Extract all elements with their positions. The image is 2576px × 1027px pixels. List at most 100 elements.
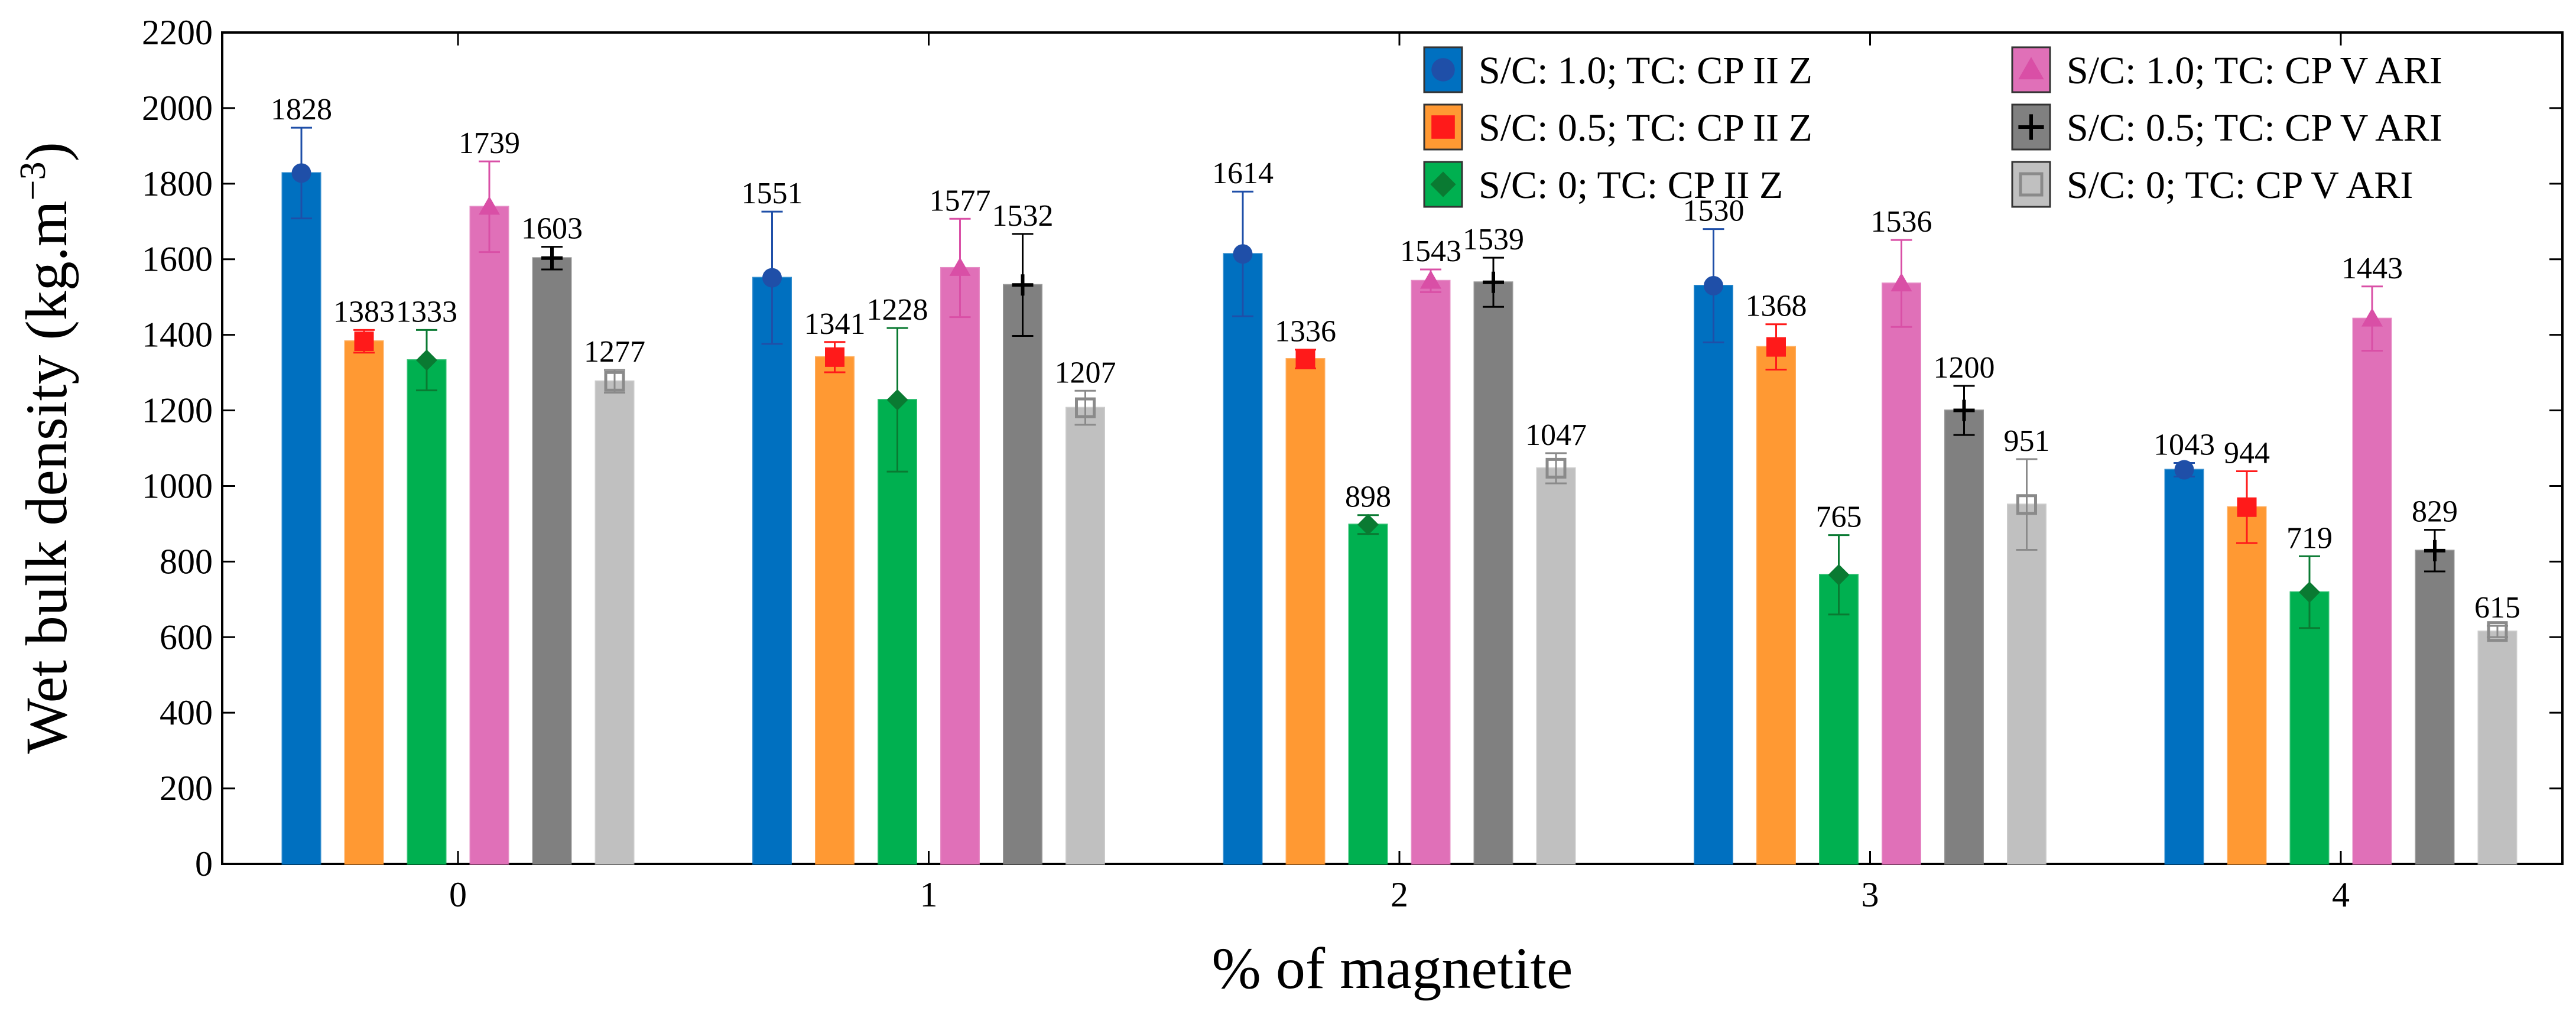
- bar: [1285, 358, 1326, 865]
- legend-label: S/C: 1.0; TC: CP V ARI: [2067, 49, 2442, 92]
- bar: [2164, 469, 2204, 865]
- y-tick-label: 600: [160, 618, 213, 656]
- data-marker: [2174, 460, 2194, 480]
- data-marker: [1483, 271, 1504, 293]
- bar: [407, 359, 447, 865]
- bar: [1882, 282, 1921, 865]
- legend-swatch: [2011, 161, 2051, 208]
- data-label: 1739: [459, 126, 520, 160]
- bar: [2415, 550, 2455, 865]
- legend-marker: [1431, 115, 1455, 139]
- data-label: 1532: [992, 199, 1054, 233]
- data-marker: [541, 247, 563, 269]
- legend-marker: [2018, 114, 2044, 140]
- data-label: 719: [2286, 521, 2333, 555]
- y-tick-label: 1800: [142, 164, 213, 203]
- legend-label: S/C: 0; TC: CP V ARI: [2067, 164, 2413, 207]
- data-marker: [1953, 399, 1975, 421]
- bar: [1348, 524, 1388, 865]
- bar: [1819, 574, 1859, 865]
- bar-series: [595, 369, 2517, 865]
- data-marker: [1233, 244, 1253, 264]
- data-marker: [2487, 621, 2508, 642]
- y-tick-label: 2000: [142, 89, 213, 128]
- bar: [2227, 506, 2267, 865]
- y-tick-label: 400: [160, 693, 213, 732]
- bar: [940, 266, 980, 865]
- data-marker: [1357, 514, 1379, 535]
- data-label: 898: [1345, 480, 1391, 514]
- data-marker: [604, 370, 625, 392]
- legend-label: S/C: 0; TC: CP II Z: [1479, 164, 1783, 207]
- data-marker: [1295, 349, 1315, 369]
- data-label: 944: [2224, 437, 2270, 470]
- data-marker: [2237, 497, 2257, 517]
- data-label: 765: [1816, 500, 1862, 534]
- data-label: 1200: [1934, 351, 1995, 385]
- data-label: 1277: [584, 335, 645, 369]
- bar: [595, 380, 635, 865]
- x-axis: 0 1 2 3 4: [449, 32, 2350, 914]
- error-bar: [2487, 625, 2508, 638]
- data-label: 1539: [1463, 223, 1524, 256]
- error-bar: [1074, 389, 1096, 426]
- data-marker: [354, 332, 374, 352]
- bar: [1694, 284, 1733, 865]
- data-label: 1543: [1400, 235, 1461, 268]
- bar-series: [407, 327, 2330, 865]
- legend-marker: [2018, 57, 2044, 80]
- data-label: 1336: [1275, 315, 1336, 349]
- data-marker: [1766, 337, 1786, 357]
- data-marker: [825, 347, 844, 367]
- data-label: 1614: [1212, 157, 1274, 190]
- bar: [752, 277, 792, 865]
- data-marker: [479, 196, 500, 215]
- bar: [532, 257, 572, 865]
- y-tick-label: 2200: [142, 13, 213, 52]
- bar-series: [344, 323, 2267, 865]
- bar: [344, 340, 384, 865]
- data-label: 615: [2474, 591, 2520, 625]
- bar: [1473, 281, 1513, 865]
- y-tick-label: 800: [160, 542, 213, 581]
- data-label: 1207: [1055, 356, 1116, 389]
- x-tick-label: 0: [449, 875, 467, 914]
- bar-series: [532, 233, 2455, 865]
- bar: [1411, 280, 1451, 865]
- data-label: 1551: [742, 177, 803, 210]
- x-tick-label: 3: [1862, 875, 1879, 914]
- bar: [878, 399, 917, 865]
- data-marker: [416, 349, 437, 371]
- legend-label: S/C: 0.5; TC: CP V ARI: [2067, 106, 2442, 150]
- legend-marker: [2019, 172, 2044, 197]
- legend: S/C: 1.0; TC: CP II Z S/C: 1.0; TC: CP V …: [1423, 46, 2442, 208]
- data-marker: [762, 268, 782, 288]
- data-marker: [291, 163, 311, 183]
- y-tick-label: 1000: [142, 466, 213, 505]
- bar: [1223, 253, 1263, 865]
- data-marker: [1545, 457, 1567, 479]
- bar: [469, 206, 509, 865]
- data-label: 1368: [1746, 290, 1807, 323]
- bar: [1003, 284, 1042, 865]
- bar-series: [469, 160, 2392, 865]
- bar: [815, 356, 855, 865]
- x-tick-label: 1: [920, 875, 938, 914]
- legend-marker: [1430, 171, 1456, 197]
- y-axis-title-superscript: −3: [13, 162, 53, 201]
- data-marker: [1828, 564, 1850, 586]
- y-axis-title-main: Wet bulk density (kg.m: [14, 201, 79, 754]
- data-marker: [1890, 272, 1912, 292]
- x-axis-title: % of magnetite: [1212, 935, 1573, 1001]
- data-label: 1603: [521, 212, 583, 246]
- y-tick-label: 1200: [142, 391, 213, 430]
- data-label: 1383: [333, 295, 395, 329]
- y-tick-label: 1600: [142, 240, 213, 279]
- bar: [1066, 407, 1105, 865]
- bar: [2477, 630, 2517, 865]
- y-tick-label: 200: [160, 769, 213, 808]
- data-label: 1333: [396, 295, 457, 329]
- data-marker: [1704, 275, 1723, 295]
- legend-item: S/C: 0; TC: CP II Z: [1423, 161, 1783, 208]
